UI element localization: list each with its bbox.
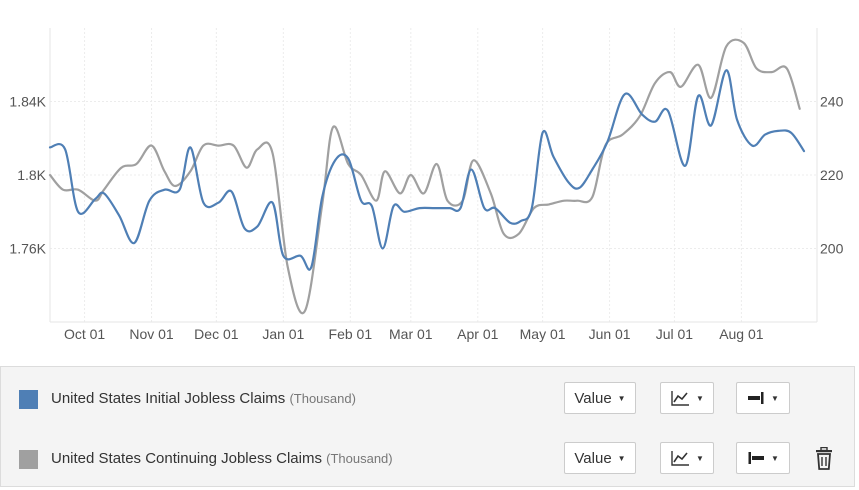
x-tick-label: Mar 01	[389, 326, 433, 342]
line-chart-icon	[671, 451, 690, 466]
axis-dropdown[interactable]: ▼	[736, 442, 790, 474]
x-tick-label: Aug 01	[719, 326, 764, 342]
x-tick-label: Oct 01	[64, 326, 105, 342]
tick-labels: 1.76K 1.8K 1.84K 200 220 240 Oct 01 Nov 01 Dec 0…	[9, 94, 843, 343]
value-dropdown[interactable]: Value ▼	[564, 382, 636, 414]
chart: 1.76K 1.8K 1.84K 200 220 240 Oct 01 Nov 01 Dec 0…	[9, 28, 844, 343]
caret-down-icon: ▼	[617, 393, 626, 403]
chart-type-dropdown[interactable]: ▼	[660, 382, 714, 414]
value-dropdown-label: Value	[574, 449, 612, 467]
value-dropdown[interactable]: Value ▼	[564, 442, 636, 474]
caret-down-icon: ▼	[696, 393, 704, 403]
y-left-tick-label: 1.8K	[17, 167, 46, 183]
y-right-tick-label: 220	[820, 167, 844, 183]
y-left-tick-label: 1.84K	[9, 94, 46, 110]
legend-swatch	[19, 450, 38, 469]
legend-series-unit: (Thousand)	[289, 391, 356, 406]
caret-down-icon: ▼	[771, 453, 779, 463]
x-tick-label: Apr 01	[457, 326, 498, 342]
legend-series-name: United States Continuing Jobless Claims …	[51, 450, 393, 467]
legend-swatch	[19, 390, 38, 409]
x-tick-label: Feb 01	[329, 326, 373, 342]
legend-series-label: United States Initial Jobless Claims	[51, 390, 286, 407]
y-left-tick-label: 1.76K	[9, 241, 46, 257]
trash-icon[interactable]	[813, 447, 835, 471]
y-right-tick-label: 240	[820, 94, 844, 110]
value-dropdown-label: Value	[574, 389, 612, 407]
x-tick-label: Jul 01	[656, 326, 694, 342]
legend-series-unit: (Thousand)	[326, 451, 393, 466]
gridlines	[50, 28, 817, 322]
x-tick-label: Dec 01	[194, 326, 239, 342]
series-lines	[48, 38, 806, 315]
chart-type-dropdown[interactable]: ▼	[660, 442, 714, 474]
caret-down-icon: ▼	[696, 453, 704, 463]
x-tick-label: Jan 01	[262, 326, 304, 342]
y-right-tick-label: 200	[820, 241, 844, 257]
legend-series-name: United States Initial Jobless Claims (Th…	[51, 390, 356, 407]
caret-down-icon: ▼	[617, 453, 626, 463]
legend-panel: United States Initial Jobless Claims (Th…	[0, 366, 855, 487]
axis-right-icon	[748, 392, 764, 404]
x-tick-label: Jun 01	[589, 326, 631, 342]
x-tick-label: Nov 01	[129, 326, 174, 342]
legend-series-label: United States Continuing Jobless Claims	[51, 450, 322, 467]
axis-dropdown[interactable]: ▼	[736, 382, 790, 414]
legend-row-initial-claims: United States Initial Jobless Claims (Th…	[1, 379, 854, 419]
caret-down-icon: ▼	[771, 393, 779, 403]
series-line-initial-claims	[48, 69, 806, 271]
axis-left-icon	[748, 452, 765, 464]
line-chart-icon	[671, 391, 690, 406]
x-tick-label: May 01	[520, 326, 566, 342]
legend-row-continuing-claims: United States Continuing Jobless Claims …	[1, 439, 854, 479]
series-line-continuing-claims	[48, 38, 801, 315]
